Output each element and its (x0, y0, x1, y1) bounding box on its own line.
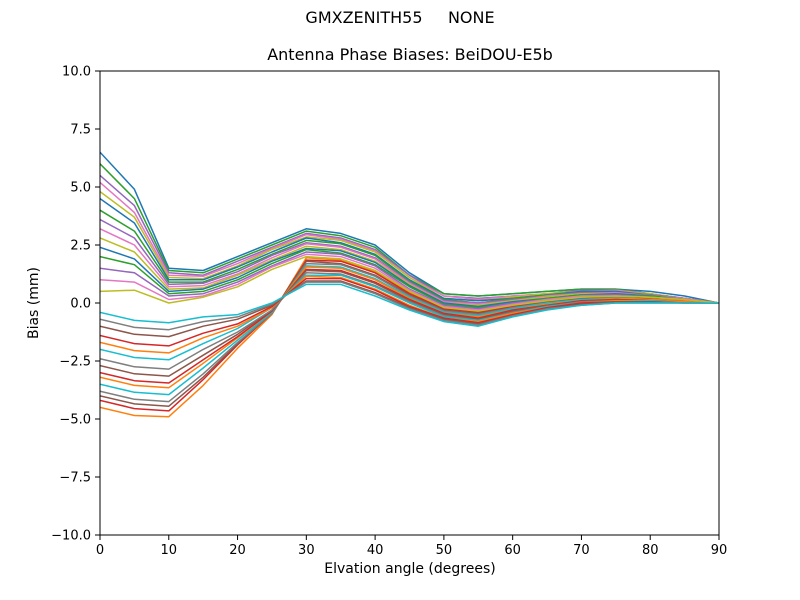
series-line (100, 283, 719, 327)
series-line (100, 255, 719, 312)
x-tick-label: 60 (504, 543, 521, 558)
x-tick-label: 20 (229, 543, 246, 558)
y-tick-label: 7.5 (70, 123, 91, 138)
x-tick-label: 90 (711, 543, 728, 558)
series-line (100, 197, 719, 304)
series-line (100, 269, 719, 377)
y-axis-ticks: 10.0 7.5 5.0 2.5 0.0 −2.5 −5.0 −7.5 −10.0 (51, 65, 100, 544)
y-axis-label: Bias (mm) (26, 267, 42, 339)
series-line (100, 266, 719, 389)
x-tick-label: 30 (298, 543, 315, 558)
y-tick-label: 5.0 (70, 181, 91, 196)
y-tick-label: 2.5 (70, 239, 91, 254)
figure-suptitle: GMXZENITH55 NONE (305, 8, 494, 27)
x-tick-label: 80 (642, 543, 659, 558)
x-axis-ticks: 0 10 20 30 40 50 60 70 80 90 (96, 535, 727, 558)
x-tick-label: 40 (367, 543, 384, 558)
x-tick-label: 70 (573, 543, 590, 558)
x-tick-label: 50 (436, 543, 453, 558)
series-line (100, 280, 719, 338)
series-line (100, 262, 719, 403)
x-tick-label: 10 (161, 543, 178, 558)
series-line (100, 246, 719, 308)
x-tick-label: 0 (96, 543, 104, 558)
y-tick-label: −2.5 (59, 355, 91, 370)
x-axis-label: Elvation angle (degrees) (324, 561, 495, 577)
y-tick-label: −7.5 (59, 471, 91, 486)
y-tick-label: −5.0 (59, 413, 91, 428)
axes-title: Antenna Phase Biases: BeiDOU-E5b (267, 45, 553, 64)
series-group (100, 151, 719, 418)
series-line (100, 275, 719, 354)
series-line (100, 228, 719, 305)
series-line (100, 251, 719, 310)
y-tick-label: −10.0 (51, 529, 91, 544)
y-tick-label: 0.0 (70, 297, 91, 312)
y-tick-label: 10.0 (62, 65, 91, 80)
